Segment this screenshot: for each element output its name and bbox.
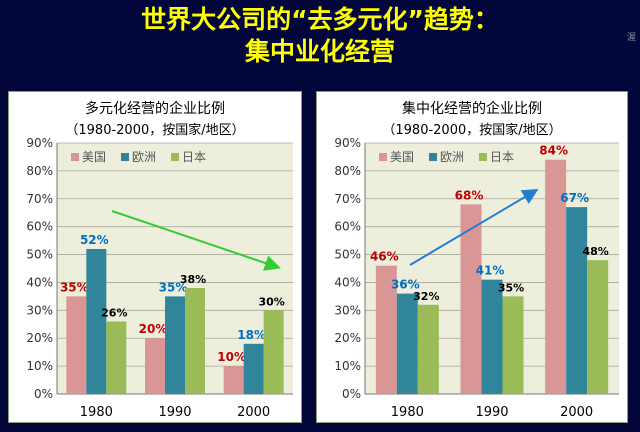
chart1-y-tick-label: 20%: [26, 331, 53, 345]
chart1-y-tick-label: 50%: [26, 248, 53, 262]
chart1-y-tick-label: 10%: [26, 359, 53, 373]
chart2-y-tick-label: 0%: [342, 387, 361, 401]
chart2-legend-label: 欧洲: [440, 150, 464, 164]
chart1-bar-日本-1990: [185, 288, 205, 394]
chart2-y-tick-label: 80%: [334, 164, 361, 178]
chart1-legend-swatch: [171, 153, 179, 161]
chart2-data-label: 35%: [498, 281, 524, 294]
chart1-legend-label: 美国: [82, 150, 106, 164]
chart1-legend-swatch: [71, 153, 79, 161]
chart2-chart-subtitle: （1980-2000，按国家/地区）: [382, 122, 561, 138]
chart2-data-label: 32%: [413, 290, 439, 303]
chart1-legend-label: 欧洲: [132, 150, 156, 164]
chart2-legend-label: 美国: [390, 150, 414, 164]
chart2-trend-arrow: [409, 188, 539, 266]
chart2-bar-欧洲-2000: [566, 207, 588, 394]
corner-text: 渥: [626, 33, 636, 43]
chart2-y-tick-label: 90%: [334, 136, 361, 150]
chart1-x-tick-label: 2000: [237, 405, 270, 420]
chart2-bar-美国-2000: [545, 159, 567, 394]
chart1-data-label: 52%: [80, 233, 109, 247]
chart1-data-label: 20%: [139, 322, 168, 336]
diversified-chart: 多元化经营的企业比例 （1980-2000，按国家/地区） 0% 10% 20% 30% 4…: [8, 91, 302, 423]
chart2-bar-欧洲-1980: [396, 293, 418, 394]
chart2-chart-title: 集中化经营的企业比例: [402, 100, 542, 117]
chart1-bar-欧洲-1990: [165, 296, 185, 394]
chart2-data-label: 41%: [476, 264, 505, 278]
chart2-y-tick-label: 10%: [334, 359, 361, 373]
chart1-legend-swatch: [121, 153, 129, 161]
slide-title-line2: 集中业化经营: [244, 37, 395, 66]
chart2-y-tick-label: 70%: [334, 192, 361, 206]
chart2-bar-日本-1980: [417, 304, 439, 394]
chart2-data-label: 67%: [560, 191, 589, 205]
chart2-bar-欧洲-1990: [481, 279, 503, 394]
chart1-x-tick-label: 1980: [80, 405, 113, 420]
chart2-legend-label: 日本: [490, 150, 514, 164]
chart2-data-label: 84%: [539, 144, 568, 158]
chart1-data-label: 35%: [60, 280, 89, 294]
chart1-trend-arrow: [111, 210, 281, 271]
chart1-legend-label: 日本: [182, 150, 206, 164]
chart2-data-label: 48%: [582, 245, 608, 258]
chart2-data-label: 46%: [370, 250, 399, 264]
chart2-y-tick-label: 50%: [334, 248, 361, 262]
chart1-bar-欧洲-1980: [86, 248, 107, 394]
chart2-x-tick-label: 1990: [475, 405, 508, 420]
chart2-bar-日本-2000: [587, 260, 609, 394]
chart1-bar-美国-1990: [145, 338, 165, 394]
chart1-data-label: 38%: [180, 273, 206, 286]
chart2-y-tick-label: 30%: [334, 303, 361, 317]
chart1-y-tick-label: 90%: [26, 136, 53, 150]
chart1-chart-title: 多元化经营的企业比例: [85, 100, 225, 117]
chart2-bar-美国-1980: [375, 265, 397, 394]
chart2-data-label: 68%: [455, 188, 484, 202]
chart1-data-label: 10%: [217, 350, 246, 364]
chart2-x-tick-label: 2000: [560, 405, 593, 420]
chart1-bar-美国-1980: [66, 296, 87, 394]
chart2-y-tick-label: 60%: [334, 220, 361, 234]
chart2-data-label: 36%: [391, 278, 420, 292]
chart1-y-tick-label: 0%: [34, 387, 53, 401]
chart1-y-tick-label: 80%: [26, 164, 53, 178]
chart1-bar-日本-2000: [263, 310, 284, 394]
chart1-chart-subtitle: （1980-2000，按国家/地区）: [65, 122, 244, 138]
chart1-bar-美国-2000: [223, 366, 244, 394]
chart2-y-tick-label: 40%: [334, 275, 361, 289]
chart1-y-tick-label: 60%: [26, 220, 53, 234]
chart2-y-tick-label: 20%: [334, 331, 361, 345]
chart1-bar-欧洲-2000: [243, 343, 264, 394]
chart2-legend-swatch: [379, 153, 387, 161]
chart1-data-label: 18%: [237, 328, 266, 342]
chart2-legend-swatch: [429, 153, 437, 161]
chart1-y-tick-label: 40%: [26, 275, 53, 289]
focused-chart: 集中化经营的企业比例 （1980-2000，按国家/地区） 0% 10% 20% 30% 4…: [316, 91, 628, 423]
chart2-legend-swatch: [479, 153, 487, 161]
chart2-bar-日本-1990: [502, 296, 524, 394]
chart1-data-label: 30%: [258, 295, 284, 308]
slide-title-line1: 世界大公司的“去多元化”趋势：: [141, 5, 499, 34]
chart1-y-tick-label: 70%: [26, 192, 53, 206]
chart1-bar-日本-1980: [106, 321, 127, 394]
chart2-bar-美国-1990: [460, 204, 482, 394]
chart1-data-label: 26%: [101, 306, 127, 319]
chart1-data-label: 35%: [159, 280, 188, 294]
chart1-x-tick-label: 1990: [158, 405, 191, 420]
chart2-x-tick-label: 1980: [391, 405, 424, 420]
chart1-y-tick-label: 30%: [26, 303, 53, 317]
